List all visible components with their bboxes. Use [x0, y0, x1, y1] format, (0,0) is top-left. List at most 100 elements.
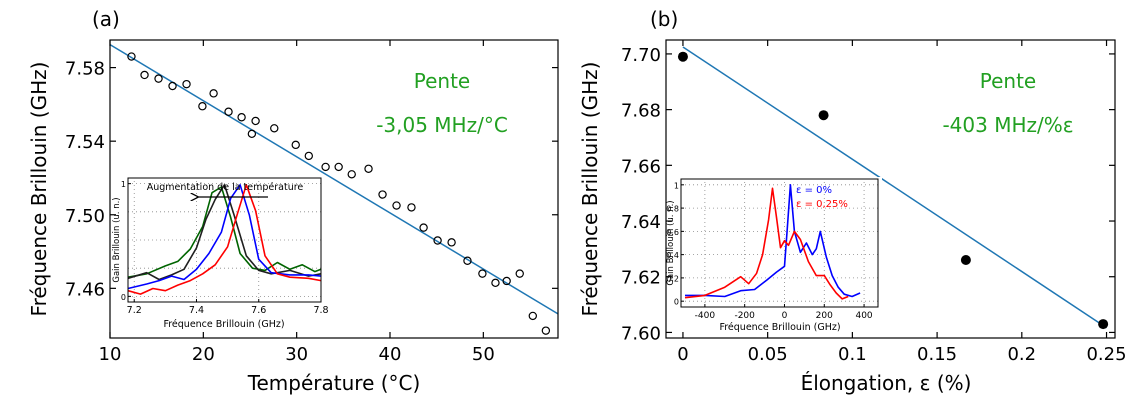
- data-point: [140, 70, 149, 80]
- panel-b-x-ticks: 0 0.05 0.1 0.15 0.2 0.25: [677, 40, 1127, 365]
- data-point: [224, 107, 233, 116]
- panel-a-inset-y-ticks: 01: [121, 180, 131, 302]
- panel-b-label: (b): [650, 7, 678, 31]
- inset-y-tick-label: 0: [674, 298, 679, 307]
- y-tick-label: 7.70: [621, 45, 661, 66]
- data-point: [270, 124, 279, 133]
- x-tick-label: 0.1: [838, 344, 867, 365]
- inset-y-tick-label: 1: [121, 180, 126, 189]
- fit-line: [109, 43, 559, 315]
- inset-x-tick-label: 200: [816, 311, 833, 321]
- data-point: [347, 170, 356, 179]
- y-tick-label: 7.54: [65, 132, 105, 153]
- data-point: [677, 51, 688, 62]
- data-point: [502, 276, 511, 286]
- x-tick-label: 0.2: [1007, 344, 1036, 365]
- panel-a-ylabel: Fréquence Brillouin (GHz): [27, 62, 51, 317]
- data-point: [407, 203, 416, 212]
- data-point: [168, 81, 177, 91]
- data-point: [433, 236, 442, 245]
- panel-b-xlabel: Élongation, ε (%): [801, 371, 972, 395]
- x-tick-label: 50: [472, 344, 495, 365]
- data-point: [127, 52, 136, 61]
- y-tick-label: 7.68: [621, 101, 661, 122]
- panel-a-inset-xlabel: Fréquence Brillouin (GHz): [163, 319, 284, 330]
- data-point: [1098, 319, 1109, 330]
- x-tick-label: 30: [285, 344, 308, 365]
- x-tick-label: 40: [379, 344, 402, 365]
- inset-x-tick-label: 7.8: [313, 305, 328, 316]
- data-point: [291, 140, 300, 150]
- panel-b-plot-frame: [665, 39, 1116, 339]
- inset-y-tick-label: 0: [121, 293, 126, 302]
- data-point: [378, 190, 387, 199]
- panel-b-inset-grid: [681, 179, 878, 307]
- panel-a-inset-frame: [127, 177, 322, 303]
- y-tick-label: 7.46: [65, 279, 105, 300]
- x-tick-label: 0.15: [917, 344, 957, 365]
- inset-x-tick-label: -200: [734, 311, 755, 321]
- data-point: [528, 311, 538, 321]
- data-point: [419, 223, 428, 232]
- panel-b-points: [677, 51, 1109, 330]
- data-point: [463, 256, 472, 265]
- panel-b-inset-frame: [680, 178, 879, 308]
- panel-a-x-ticks: 10 20 30 40 50: [99, 40, 495, 365]
- panel-a-inset-ylabel: Gain Brillouin (u. n.): [112, 197, 122, 282]
- y-tick-label: 7.50: [65, 206, 105, 227]
- data-point: [818, 110, 829, 121]
- data-point: [541, 326, 551, 335]
- x-tick-label: 20: [192, 344, 215, 365]
- inset-x-tick-label: 7.6: [251, 305, 266, 316]
- panel-a-inset-x-ticks: 7.2 7.4 7.6 7.8: [127, 299, 329, 316]
- panel-b-inset-xlabel: Fréquence Brillouin (GHz): [719, 322, 840, 333]
- y-tick-label: 7.62: [621, 268, 661, 289]
- inset-x-tick-label: 400: [855, 311, 872, 321]
- panel-a-annotation-line1: Pente: [414, 69, 470, 93]
- panel-a-xlabel: Température (°C): [247, 371, 421, 395]
- panel-b-inset-legend-1: ε = 0,25%: [796, 199, 848, 210]
- data-point: [198, 102, 207, 111]
- inset-y-tick-label: 0.6: [666, 228, 679, 237]
- data-point: [447, 238, 456, 247]
- panel-b-ylabel: Fréquence Brillouin (GHz): [578, 62, 602, 317]
- panel-b-y-ticks: 7.60 7.62 7.64 7.66 7.68 7.70: [621, 45, 1115, 344]
- panel-b-inset-lines: [684, 184, 861, 300]
- inset-series-line: [127, 184, 322, 281]
- data-point: [154, 74, 163, 83]
- data-point: [491, 278, 500, 288]
- x-tick-label: 10: [99, 344, 122, 365]
- data-point: [182, 79, 191, 89]
- panel-b-inset-legend-0: ε = 0%: [796, 185, 832, 196]
- panel-a-points: [127, 52, 551, 335]
- y-tick-label: 7.66: [621, 156, 661, 177]
- data-point: [247, 129, 257, 139]
- panel-b-inset-y-ticks: 0 0.2 0.4 0.6 0.8 1: [666, 181, 684, 307]
- data-point: [515, 269, 524, 278]
- x-tick-label: 0.25: [1086, 344, 1126, 365]
- panel-a-inset-arrow-label: Augmentation de la température: [147, 182, 304, 193]
- panel-a-y-ticks: 7.46 7.50 7.54 7.58: [65, 59, 558, 300]
- inset-x-tick-label: 7.2: [127, 305, 142, 316]
- inset-series-line: [127, 184, 322, 295]
- panel-a-plot-frame: [109, 39, 559, 339]
- inset-series-line: [684, 187, 849, 300]
- panel-a-inset: 7.2 7.4 7.6 7.8 01 Fréquence Brillouin (GHz…: [112, 177, 329, 330]
- panel-a: (a) 10 20 30 40 50 7.467.507.547.58 Températ…: [27, 7, 559, 395]
- y-tick-label: 7.64: [621, 212, 661, 233]
- x-tick-label: 0.05: [748, 344, 788, 365]
- data-point: [304, 151, 313, 161]
- panel-b-inset: -400 -200 0 200 400 0 0.2 0.4 0.6 0.8 1 Fréquence…: [666, 177, 882, 333]
- inset-y-tick-label: 0.4: [666, 251, 679, 260]
- x-tick-label: 0: [677, 344, 688, 365]
- panel-a-label: (a): [92, 7, 120, 31]
- data-point: [478, 269, 487, 278]
- y-tick-label: 7.60: [621, 323, 661, 344]
- inset-x-tick-label: 7.4: [189, 305, 204, 316]
- panel-a-fit-line: [109, 43, 559, 315]
- fit-line: [682, 46, 1107, 329]
- inset-y-tick-label: 1: [674, 181, 679, 190]
- data-point: [392, 201, 401, 210]
- panel-b-annotation-line2: -403 MHz/%ε: [942, 113, 1073, 137]
- inset-x-tick-label: 0: [782, 311, 788, 321]
